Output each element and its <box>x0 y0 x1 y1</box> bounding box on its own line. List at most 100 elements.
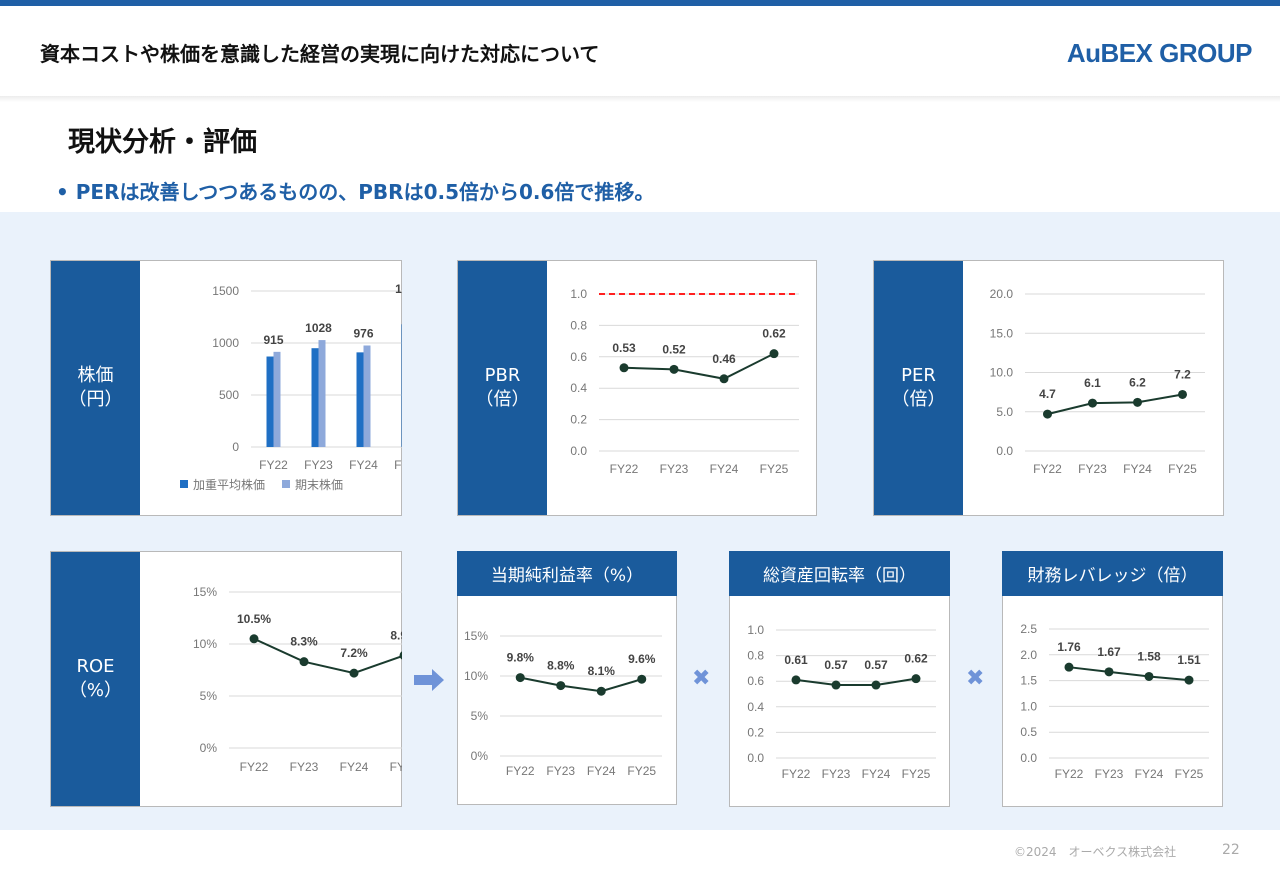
net-profit-margin-chart: 0% 5% 10% 15% FY22 FY23 FY24 FY25 9.8% 8.8% 8.1% 9.… <box>464 629 662 778</box>
roe-chart: 0% 5% 10% 15% FY22 FY23 FY24 FY25 10.5% 8.3% 7.2% 8… <box>193 585 402 774</box>
page-header-title: 資本コストや株価を意識した経営の実現に向けた対応について <box>40 42 600 66</box>
y-tick-label: 1500 <box>212 284 239 298</box>
data-label: 0.46 <box>712 352 736 366</box>
data-point <box>619 363 629 373</box>
multiply-icon: ✖ <box>966 666 985 691</box>
data-point <box>556 681 566 691</box>
y-tick-label: 0.8 <box>747 649 764 663</box>
x-tick-label: FY22 <box>782 767 811 781</box>
roe-card: ROE （%） 0% 5% 10% 15% FY22 FY23 FY24 FY25 10.5% 8… <box>50 551 402 807</box>
side-label-line2: （倍） <box>475 389 530 410</box>
x-tick-label: FY25 <box>760 462 789 476</box>
y-tick-label: 1.0 <box>570 287 587 301</box>
x-tick-label: FY25 <box>394 458 402 472</box>
data-point <box>1133 397 1142 407</box>
y-tick-label: 500 <box>219 388 239 402</box>
data-label: 8.1% <box>588 664 616 678</box>
y-tick-label: 15% <box>193 585 217 599</box>
asset-turnover-card: 総資産回転率（回） 0.0 0.2 0.4 0.6 0.8 1.0 FY22 FY23 FY24… <box>729 551 950 807</box>
y-tick-label: 10% <box>464 669 488 683</box>
net-profit-margin-title: 当期純利益率（%） <box>457 551 677 596</box>
data-label: 1404 <box>395 282 402 296</box>
asset-turnover-chart: 0.0 0.2 0.4 0.6 0.8 1.0 FY22 FY23 FY24 FY25 0.61 0.… <box>747 623 936 781</box>
x-tick-label: FY22 <box>1033 462 1062 476</box>
y-tick-label: 1.5 <box>1020 674 1037 688</box>
series-line <box>1068 666 1190 682</box>
data-label: 0.57 <box>864 658 888 672</box>
y-tick-label: 10.0 <box>990 366 1014 380</box>
data-point <box>831 680 841 690</box>
x-tick-label: FY23 <box>1078 462 1107 476</box>
y-tick-label: 1000 <box>212 336 239 350</box>
x-tick-label: FY25 <box>390 760 402 774</box>
stock-price-chart: 0 500 1000 1500 FY22 FY23 FY24 FY25 915 1028 976 14… <box>180 282 402 492</box>
data-point <box>299 657 309 667</box>
x-tick-label: FY23 <box>290 760 319 774</box>
y-tick-label: 0% <box>200 741 218 755</box>
bar-weighted-avg <box>266 356 274 447</box>
data-label: 8.3% <box>290 635 318 649</box>
y-tick-label: 0.6 <box>747 674 764 688</box>
bar-period-end <box>363 345 371 447</box>
x-tick-label: FY25 <box>1168 462 1197 476</box>
financial-leverage-card: 財務レバレッジ（倍） 0.0 0.5 1.0 1.5 2.0 2.5 FY22 FY23 FY2… <box>1002 551 1223 807</box>
x-tick-label: FY23 <box>546 764 575 778</box>
data-point <box>1104 667 1114 677</box>
legend-swatch <box>180 480 188 488</box>
y-tick-label: 0.2 <box>747 725 764 739</box>
side-label-line1: ROE <box>76 656 115 677</box>
series-line <box>1047 393 1183 416</box>
x-tick-label: FY23 <box>304 458 333 472</box>
data-label: 0.53 <box>612 341 636 355</box>
data-label: 0.52 <box>662 342 686 356</box>
y-tick-label: 0.0 <box>996 444 1013 458</box>
y-tick-label: 0.2 <box>570 413 587 427</box>
data-label: 1.58 <box>1137 649 1161 663</box>
data-point <box>719 374 729 384</box>
financial-leverage-title: 財務レバレッジ（倍） <box>1002 551 1223 596</box>
y-tick-label: 0.8 <box>570 318 587 332</box>
data-label: 0.61 <box>784 653 808 667</box>
y-tick-label: 0.0 <box>747 751 764 765</box>
x-tick-label: FY24 <box>1135 767 1164 781</box>
y-tick-label: 5% <box>471 709 489 723</box>
data-label: 10.5% <box>237 612 271 626</box>
y-tick-label: 0.5 <box>1020 725 1037 739</box>
y-tick-label: 1.0 <box>1020 699 1037 713</box>
data-label: 915 <box>263 333 283 347</box>
data-label: 1.67 <box>1097 645 1121 659</box>
y-tick-label: 0.4 <box>570 381 587 395</box>
page-number: 22 <box>1222 842 1240 858</box>
series-line <box>795 677 917 687</box>
y-tick-label: 15.0 <box>990 326 1014 340</box>
summary-bullet: • PERは改善しつつあるものの、PBRは0.5倍から0.6倍で推移。 <box>56 180 655 204</box>
bar-weighted-avg <box>401 324 402 447</box>
x-tick-label: FY25 <box>902 767 931 781</box>
top-accent-bar <box>0 0 1280 6</box>
roe-side-label: ROE （%） <box>51 552 140 806</box>
x-tick-label: FY22 <box>610 462 639 476</box>
per-card: PER （倍） 0.0 5.0 10.0 15.0 20.0 FY22 FY23 FY24 FY… <box>873 260 1224 516</box>
header-divider <box>0 96 1280 102</box>
x-tick-label: FY22 <box>506 764 535 778</box>
data-label: 6.2 <box>1129 375 1146 389</box>
y-tick-label: 0.4 <box>747 700 764 714</box>
bar-period-end <box>318 340 326 447</box>
y-tick-label: 15% <box>464 629 488 643</box>
x-tick-label: FY24 <box>710 462 739 476</box>
y-tick-label: 10% <box>193 637 217 651</box>
y-tick-label: 0 <box>232 440 239 454</box>
x-tick-label: FY23 <box>660 462 689 476</box>
data-point <box>1043 409 1052 419</box>
side-label-line2: （円） <box>68 389 123 410</box>
data-point <box>669 364 679 374</box>
y-tick-label: 1.0 <box>747 623 764 637</box>
side-label-line2: （倍） <box>891 389 946 410</box>
data-label: 9.8% <box>507 651 535 665</box>
data-point <box>1144 671 1154 681</box>
data-point <box>1178 389 1187 399</box>
bar-weighted-avg <box>356 352 364 447</box>
data-point <box>911 674 921 684</box>
pbr-card: PBR （倍） 0.0 0.2 0.4 0.6 0.8 1.0 FY22 FY23 FY24 FY… <box>457 260 817 516</box>
section-title: 現状分析・評価 <box>68 127 257 158</box>
